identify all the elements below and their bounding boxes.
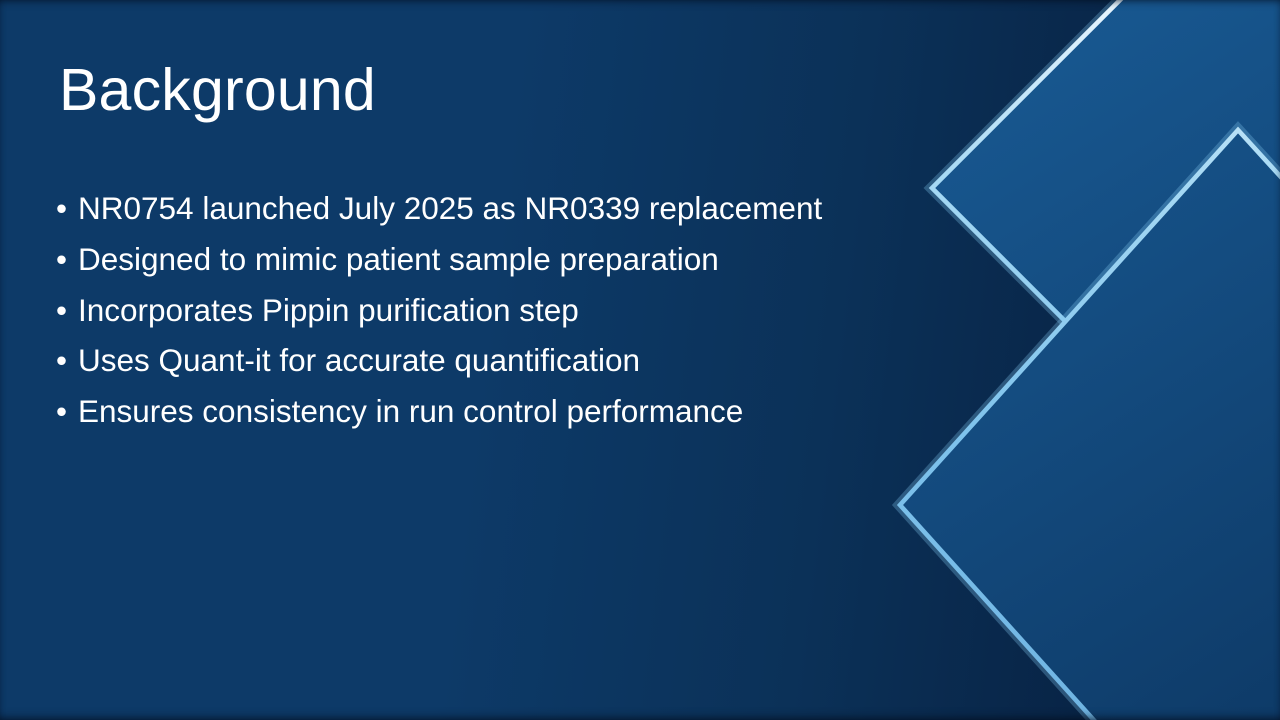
bullet-marker: • [56, 291, 68, 328]
bullet-item: • Designed to mimic patient sample prepar… [56, 234, 916, 285]
slide-title: Background [59, 57, 376, 123]
bullet-item: • NR0754 launched July 2025 as NR0339 rep… [56, 183, 916, 234]
bullet-text: Designed to mimic patient sample prepara… [78, 240, 719, 277]
bullet-marker: • [56, 240, 68, 277]
diamond-lower-shape [896, 126, 1280, 720]
bullet-marker: • [56, 190, 68, 226]
bullet-text: Uses Quant-it for accurate quantificatio… [78, 342, 641, 379]
bullet-text: Incorporates Pippin purification step [78, 291, 579, 328]
bullet-item: • Ensures consistency in run control perf… [56, 386, 916, 437]
bullet-item: • Incorporates Pippin purification step [56, 285, 916, 336]
bullet-list: • NR0754 launched July 2025 as NR0339 rep… [56, 183, 916, 437]
bullet-marker: • [56, 342, 68, 379]
diamond-lower [891, 121, 1280, 720]
bullet-text: NR0754 launched July 2025 as NR0339 repl… [78, 190, 823, 226]
bullet-text: Ensures consistency in run control perfo… [78, 393, 744, 430]
bullet-item: • Uses Quant-it for accurate quantificati… [56, 335, 916, 386]
bullet-marker: • [56, 393, 68, 430]
